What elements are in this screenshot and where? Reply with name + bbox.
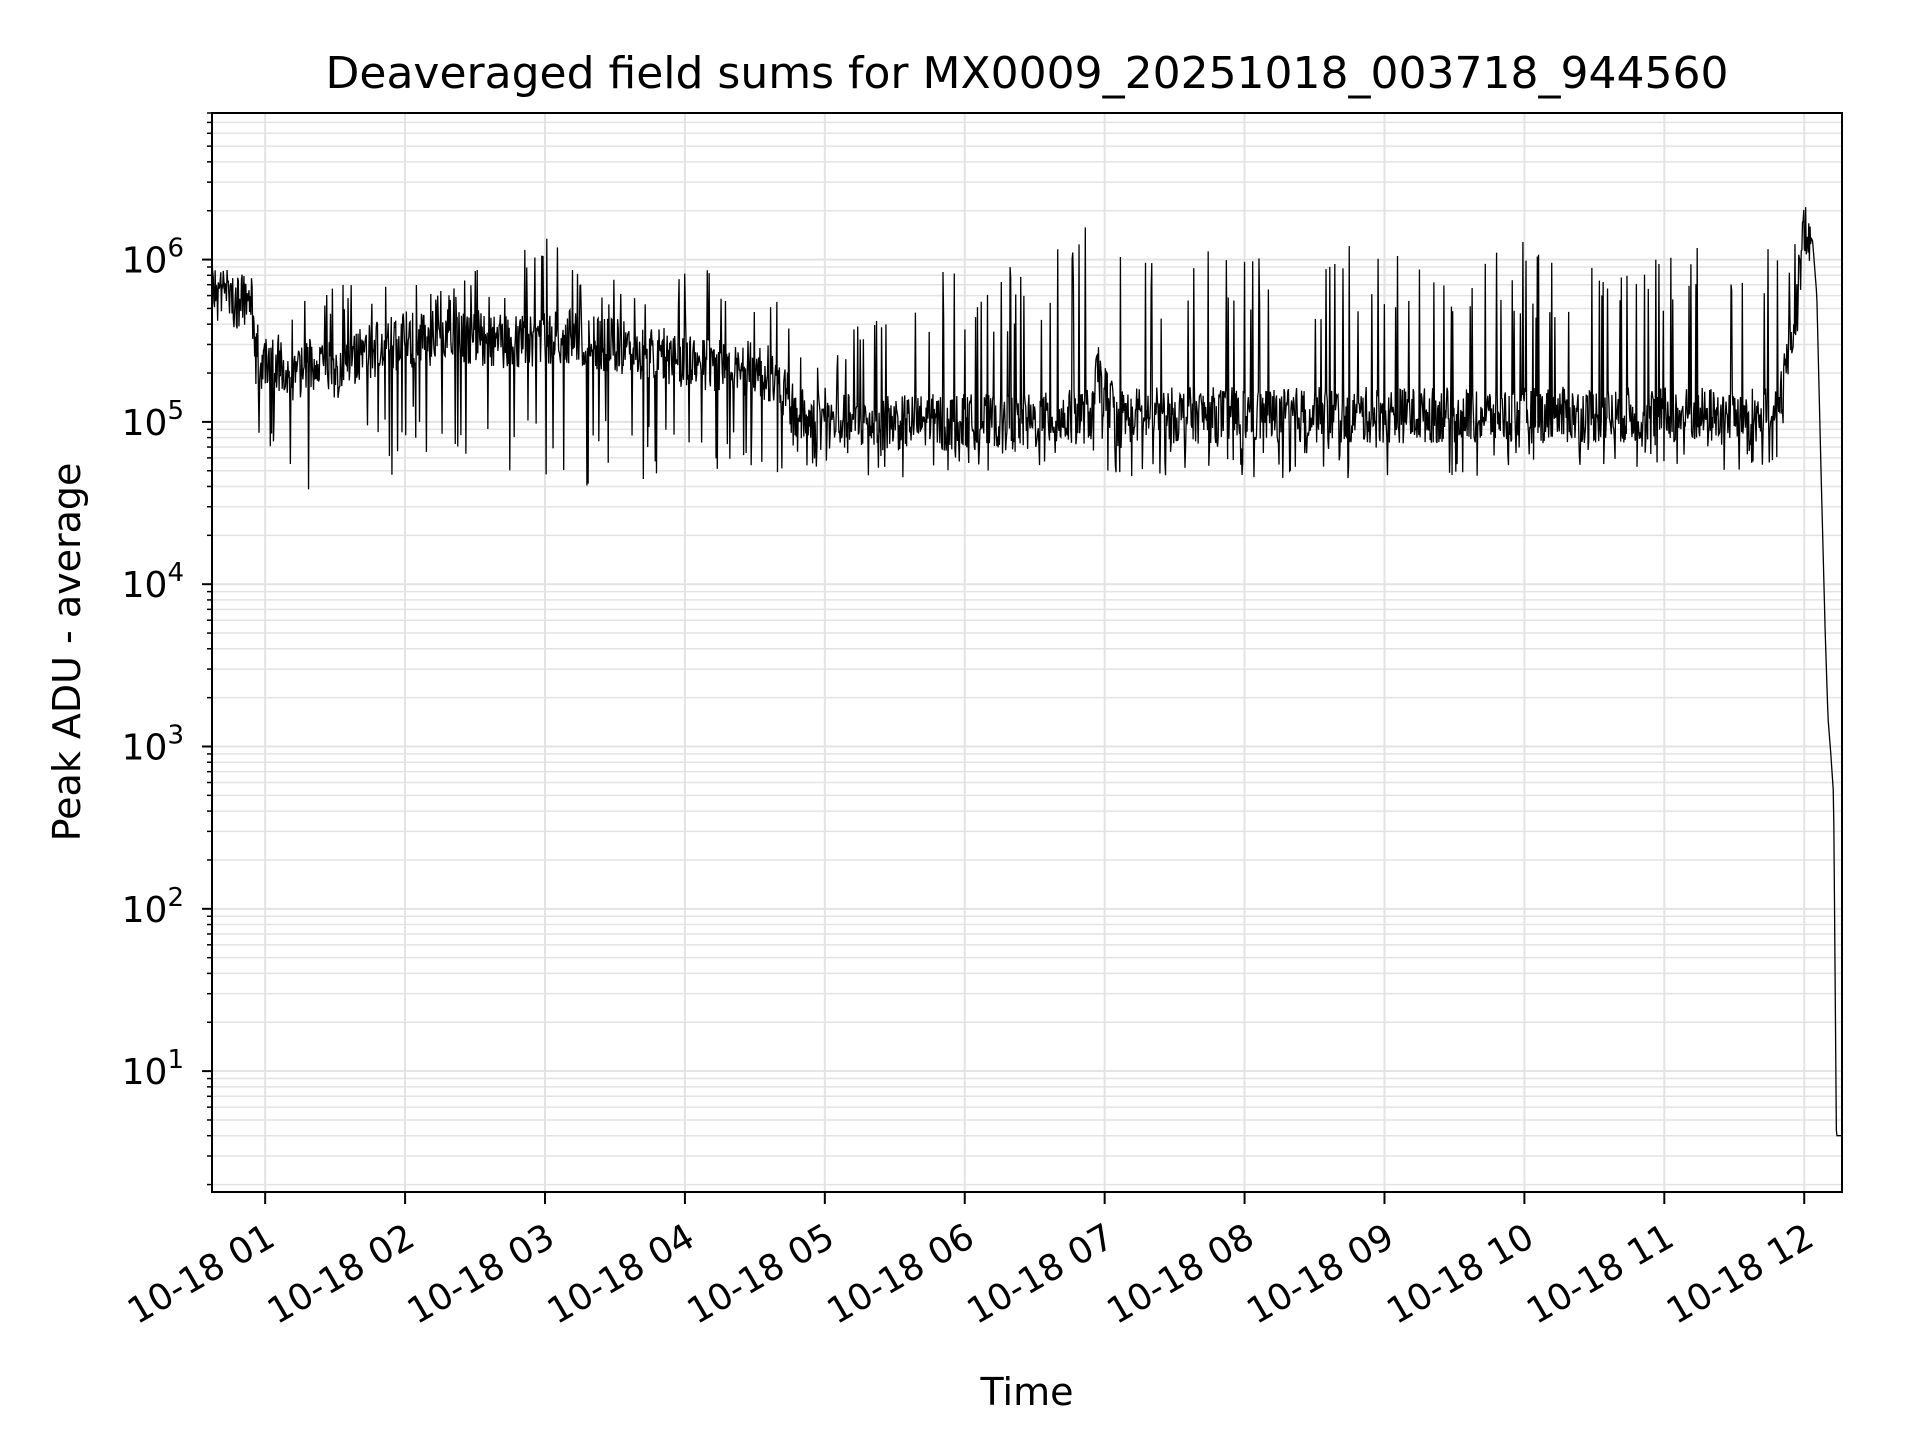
- plot-frame: [211, 112, 1843, 1193]
- y-tick-exponent: 2: [167, 883, 184, 913]
- y-tick-label: 101: [122, 1045, 184, 1093]
- y-tick-exponent: 1: [167, 1045, 184, 1075]
- series-line: [211, 207, 1842, 1137]
- data-series: [211, 207, 1842, 1137]
- y-axis-label: Peak ADU - average: [45, 463, 89, 842]
- chart-title: Deaveraged field sums for MX0009_2025101…: [326, 48, 1729, 99]
- y-tick-label: 102: [122, 883, 184, 931]
- y-tick-label: 104: [122, 558, 184, 606]
- y-tick-exponent: 6: [167, 234, 184, 264]
- y-tick-label: 106: [122, 234, 184, 282]
- y-tick-exponent: 5: [167, 396, 184, 426]
- y-tick-label: 103: [122, 721, 184, 769]
- y-axis: 101 102 103 104 105 106: [122, 112, 212, 1186]
- grid-lines: [212, 112, 1842, 1192]
- y-tick-exponent: 3: [167, 721, 184, 751]
- x-axis-label: Time: [980, 1370, 1074, 1414]
- y-tick-exponent: 4: [167, 558, 184, 588]
- y-tick-label: 105: [122, 396, 184, 444]
